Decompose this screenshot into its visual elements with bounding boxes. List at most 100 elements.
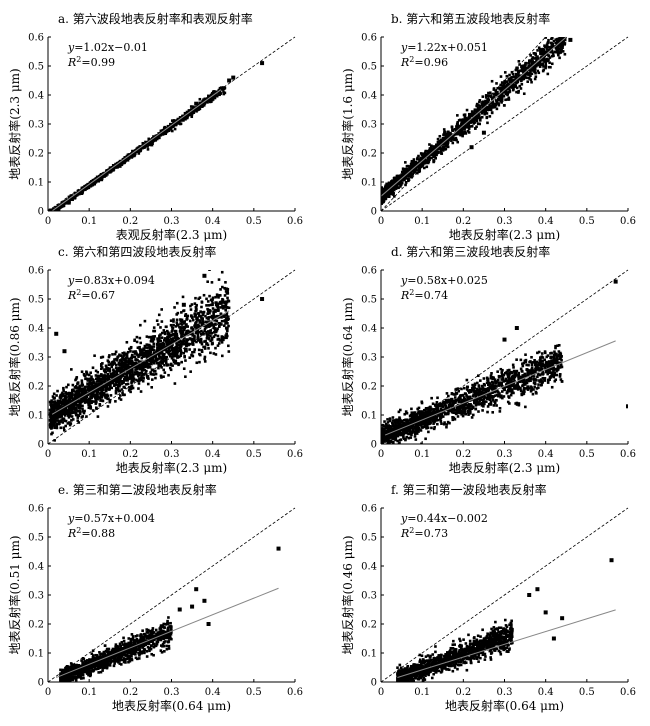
chart-title: d. 第六和第三波段地表反射率 [391, 244, 550, 259]
data-point [399, 185, 402, 188]
data-point [194, 296, 197, 300]
data-point [145, 361, 149, 365]
data-point [139, 348, 143, 351]
data-point [116, 383, 120, 387]
data-point [410, 161, 413, 165]
data-point [420, 157, 424, 160]
data-point [214, 301, 217, 304]
data-point [200, 329, 203, 333]
data-point [94, 382, 97, 386]
data-point [497, 102, 500, 105]
data-point [59, 405, 62, 408]
data-point [114, 383, 118, 386]
data-point [224, 265, 227, 268]
data-point [62, 204, 66, 208]
data-point [501, 92, 504, 95]
data-point [385, 193, 389, 197]
data-point [198, 330, 201, 334]
data-point [441, 149, 445, 152]
data-point [56, 208, 60, 211]
data-point [211, 342, 214, 345]
data-point [123, 160, 127, 163]
data-point [219, 92, 223, 95]
data-point [116, 163, 119, 167]
data-point [94, 406, 98, 410]
data-point [125, 360, 128, 364]
data-point [99, 399, 102, 402]
data-point [141, 351, 145, 355]
r-squared: R2=0.99 [67, 55, 115, 69]
data-point [183, 347, 187, 351]
data-point [226, 318, 230, 322]
data-point [494, 99, 498, 102]
data-point [211, 96, 215, 99]
data-point [527, 64, 530, 68]
data-point [439, 150, 443, 154]
data-point [167, 351, 170, 354]
data-point [192, 338, 196, 342]
data-point [206, 300, 210, 303]
data-point [135, 335, 139, 339]
data-point [71, 383, 75, 387]
data-point [535, 58, 538, 62]
data-point [66, 404, 70, 408]
data-point [114, 400, 117, 403]
y-tick-label: 0.5 [28, 62, 44, 73]
data-point [190, 353, 193, 357]
x-tick-label: 0.3 [164, 449, 180, 460]
data-point [88, 387, 92, 391]
data-point [159, 333, 162, 336]
data-point [169, 352, 173, 356]
x-tick-label: 0.2 [122, 449, 138, 460]
data-point [87, 377, 91, 381]
data-point [220, 335, 224, 338]
data-point [104, 174, 108, 177]
data-point [78, 387, 81, 391]
data-point [488, 107, 492, 110]
data-point [485, 112, 489, 115]
data-point [84, 397, 88, 401]
data-point [548, 61, 551, 64]
data-point [412, 171, 416, 174]
data-point [459, 124, 462, 128]
regression-equation: y=1.22x+0.051 [400, 41, 488, 54]
data-point [381, 199, 383, 202]
data-point [53, 410, 57, 414]
data-point [103, 380, 107, 383]
data-point [512, 87, 515, 91]
r-squared-exponent: 2 [76, 55, 81, 64]
data-point [388, 181, 392, 185]
data-point [121, 351, 124, 355]
data-point [85, 394, 88, 397]
data-point [118, 363, 122, 367]
data-point [438, 134, 442, 138]
data-point [479, 116, 482, 120]
data-point [211, 90, 215, 94]
data-point [181, 341, 185, 344]
data-point [155, 352, 158, 356]
data-point [539, 63, 542, 66]
data-point [65, 412, 68, 415]
data-point [142, 354, 146, 358]
data-point [127, 359, 130, 362]
data-point [459, 411, 462, 415]
data-point [63, 408, 66, 412]
data-point [484, 101, 487, 105]
data-point [470, 110, 474, 113]
data-point [78, 191, 81, 194]
data-point [508, 80, 512, 84]
data-point [103, 391, 106, 395]
data-point [219, 288, 222, 291]
data-point [183, 325, 187, 329]
data-point [58, 399, 62, 403]
data-point [172, 120, 176, 124]
x-axis-label: 表观反射率(2.3 μm) [116, 227, 227, 242]
data-point [193, 334, 196, 338]
data-point [547, 49, 551, 52]
data-point [163, 126, 166, 130]
data-point [219, 306, 223, 309]
data-point [202, 293, 206, 297]
data-point [63, 401, 67, 404]
data-point [545, 50, 548, 54]
data-point [207, 347, 210, 350]
